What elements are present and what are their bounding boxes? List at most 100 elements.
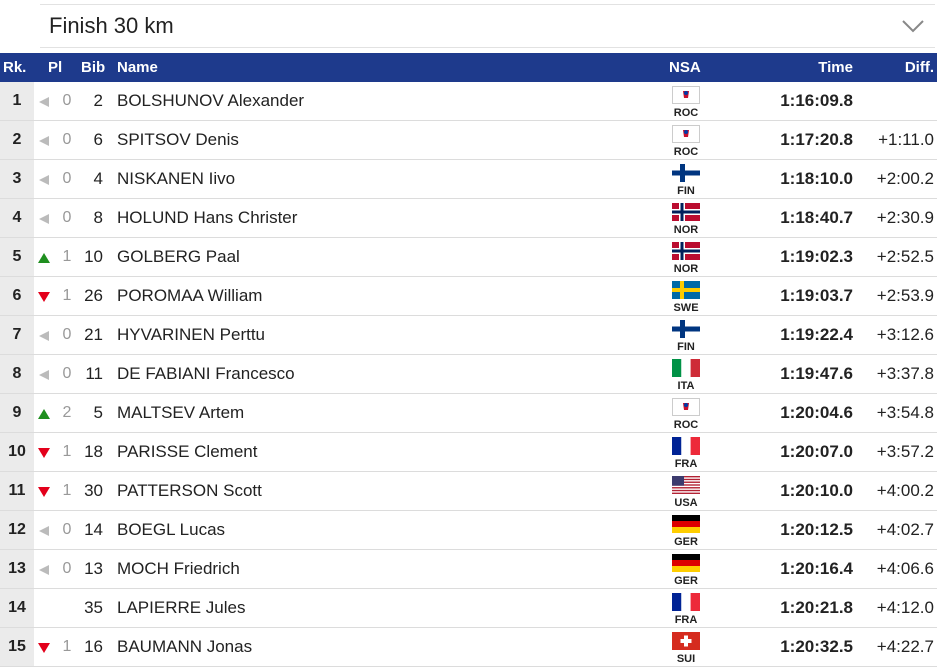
place-change: 1: [62, 638, 72, 655]
place-change: 1: [62, 287, 72, 304]
nsa-code: SUI: [676, 653, 696, 665]
athlete-name[interactable]: BOEGL Lucas: [117, 520, 226, 539]
time: 1:17:20.8: [780, 130, 853, 149]
trend-same: [39, 214, 49, 224]
header-cell: NSA: [669, 59, 701, 76]
flag: [672, 398, 700, 416]
athlete-name[interactable]: BAUMANN Jonas: [117, 637, 253, 656]
athlete-name[interactable]: HOLUND Hans Christer: [117, 208, 298, 227]
nsa-code: FIN: [677, 341, 695, 353]
rank: 5: [0, 238, 34, 276]
athlete-name[interactable]: GOLBERG Paal: [117, 247, 240, 266]
trend-up: [38, 409, 50, 419]
rank: 4: [0, 199, 34, 237]
nsa-code: FRA: [674, 614, 698, 626]
rank: 1: [0, 82, 34, 120]
nsa-code: ROC: [673, 107, 699, 119]
athlete-name[interactable]: LAPIERRE Jules: [117, 598, 246, 617]
athlete-name[interactable]: MALTSEV Artem: [117, 403, 245, 422]
time: 1:20:12.5: [780, 520, 853, 539]
trend-same: [39, 97, 49, 107]
bib: 2: [93, 91, 103, 110]
result-row: 13 0 13 MOCH Friedrich GER 1:20:16.4 +4:06.6: [0, 550, 937, 589]
bib: 21: [84, 325, 103, 344]
rank: 6: [0, 277, 34, 315]
place-change: 0: [62, 365, 72, 382]
flag: [672, 281, 700, 299]
time: 1:20:16.4: [780, 559, 853, 578]
athlete-name[interactable]: BOLSHUNOV Alexander: [117, 91, 305, 110]
rank: 9: [0, 394, 34, 432]
selector-label: Finish 30 km: [49, 13, 174, 38]
rank: 12: [0, 511, 34, 549]
time: 1:19:22.4: [780, 325, 853, 344]
trend-same: [39, 526, 49, 536]
diff: +2:53.9: [876, 286, 934, 305]
result-row: 11 1 30 PATTERSON Scott USA 1:20:10.0 +4:00.2: [0, 472, 937, 511]
rank: 14: [0, 589, 34, 627]
result-row: 3 0 4 NISKANEN Iivo FIN 1:18:10.0 +2:00.2: [0, 160, 937, 199]
rank: 10: [0, 433, 34, 471]
diff: +4:06.6: [876, 559, 934, 578]
flag: [672, 320, 700, 338]
diff: +3:12.6: [876, 325, 934, 344]
place-change: 0: [62, 326, 72, 343]
nsa-code: GER: [674, 575, 698, 587]
bib: 8: [93, 208, 103, 227]
diff: +4:00.2: [876, 481, 934, 500]
result-row: 6 1 26 POROMAA William SWE 1:19:03.7 +2:53.9: [0, 277, 937, 316]
result-row: 4 0 8 HOLUND Hans Christer NOR 1:18:40.7 +2:30…: [0, 199, 937, 238]
time: 1:20:04.6: [780, 403, 853, 422]
result-row: 8 0 11 DE FABIANI Francesco ITA 1:19:47.6 +3:3…: [0, 355, 937, 394]
diff: +3:54.8: [876, 403, 934, 422]
time: 1:20:07.0: [780, 442, 853, 461]
diff: +3:57.2: [876, 442, 934, 461]
place-change: 0: [62, 560, 72, 577]
athlete-name[interactable]: PATTERSON Scott: [117, 481, 262, 500]
time: 1:18:10.0: [780, 169, 853, 188]
nsa-code: FIN: [677, 185, 695, 197]
place-change: 1: [62, 248, 72, 265]
place-change: 0: [62, 209, 72, 226]
result-row: 15 1 16 BAUMANN Jonas SUI 1:20:32.5 +4:22.7: [0, 628, 937, 667]
diff: +2:00.2: [876, 169, 934, 188]
result-row: 9 2 5 MALTSEV Artem ROC 1:20:04.6 +3:54.8: [0, 394, 937, 433]
trend-down: [38, 487, 50, 497]
result-row: 10 1 18 PARISSE Clement FRA 1:20:07.0 +3:57.2: [0, 433, 937, 472]
trend-down: [38, 292, 50, 302]
place-change: 1: [62, 482, 72, 499]
time: 1:20:21.8: [780, 598, 853, 617]
header-cell: Time: [818, 59, 853, 76]
flag: [672, 632, 700, 650]
flag: [672, 593, 700, 611]
flag: [672, 554, 700, 572]
athlete-name[interactable]: MOCH Friedrich: [117, 559, 240, 578]
bib: 4: [93, 169, 103, 188]
flag: [672, 125, 700, 143]
flag: [672, 203, 700, 221]
bib: 35: [84, 598, 103, 617]
athlete-name[interactable]: SPITSOV Denis: [117, 130, 239, 149]
bib: 26: [84, 286, 103, 305]
bib: 30: [84, 481, 103, 500]
header-cell: Rk.: [3, 59, 27, 76]
nsa-code: FRA: [674, 458, 698, 470]
place-change: 2: [62, 404, 72, 421]
race-selector[interactable]: Finish 30 km: [40, 4, 935, 48]
diff: +2:52.5: [876, 247, 934, 266]
athlete-name[interactable]: PARISSE Clement: [117, 442, 258, 461]
rank: 11: [0, 472, 34, 510]
header-cell: Diff.: [904, 59, 934, 76]
result-row: 2 0 6 SPITSOV Denis ROC 1:17:20.8 +1:11.0: [0, 121, 937, 160]
place-change: 0: [62, 170, 72, 187]
rank: 13: [0, 550, 34, 588]
bib: 16: [84, 637, 103, 656]
athlete-name[interactable]: DE FABIANI Francesco: [117, 364, 295, 383]
header-cell: Pl: [48, 59, 63, 76]
athlete-name[interactable]: NISKANEN Iivo: [117, 169, 236, 188]
athlete-name[interactable]: HYVARINEN Perttu: [117, 325, 266, 344]
rank: 7: [0, 316, 34, 354]
athlete-name[interactable]: POROMAA William: [117, 286, 263, 305]
flag: [672, 437, 700, 455]
